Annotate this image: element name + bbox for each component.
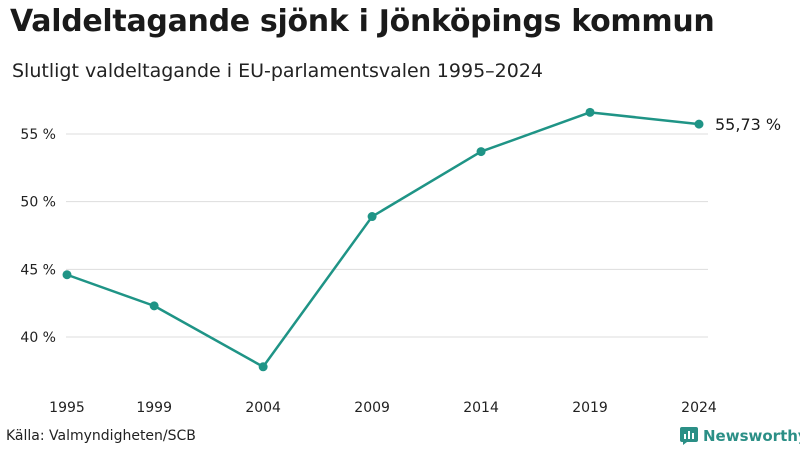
data-point (694, 119, 704, 129)
x-tick-label: 1999 (136, 400, 172, 416)
chart-title: Valdeltagande sjönk i Jönköpings kommun (10, 4, 715, 39)
source-note: Källa: Valmyndigheten/SCB (6, 428, 196, 444)
newsworthy-logo-text: Newsworthy (703, 427, 800, 445)
x-tick-label: 2009 (354, 400, 390, 416)
data-point (367, 212, 377, 222)
y-tick-label: 50 % (20, 195, 56, 211)
series-line (65, 111, 701, 369)
x-tick-label: 2014 (463, 400, 499, 416)
data-point (476, 147, 486, 157)
x-tick-label: 2019 (572, 400, 608, 416)
end-value-label: 55,73 % (715, 115, 781, 134)
data-point (149, 301, 159, 311)
y-tick-label: 40 % (20, 330, 56, 346)
newsworthy-logo: Newsworthy (680, 427, 800, 445)
y-tick-label: 45 % (20, 262, 56, 278)
data-point (62, 270, 72, 280)
chart-subtitle: Slutligt valdeltagande i EU-parlamentsva… (12, 60, 544, 82)
y-tick-label: 55 % (20, 127, 56, 143)
x-tick-label: 2024 (681, 400, 717, 416)
x-tick-label: 1995 (49, 400, 85, 416)
x-tick-label: 2004 (245, 400, 281, 416)
newsworthy-logo-icon (680, 427, 698, 445)
data-point (258, 362, 268, 372)
data-point (585, 107, 595, 117)
